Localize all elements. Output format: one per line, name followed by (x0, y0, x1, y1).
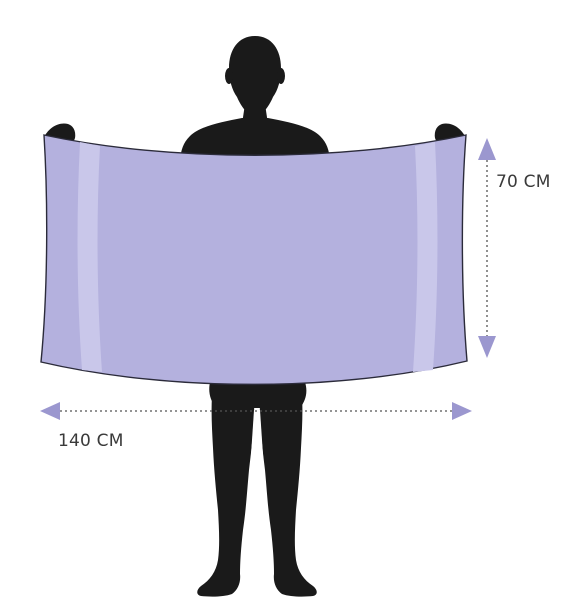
left-leg (197, 396, 255, 597)
towel-body (40, 134, 468, 386)
towel-left-stripe (77, 142, 102, 372)
left-ear (225, 68, 233, 84)
shoulders (180, 118, 330, 160)
leg-gap (248, 410, 266, 500)
height-arrow-down-icon (478, 336, 496, 358)
width-arrow-right-icon (452, 402, 472, 420)
head (229, 36, 281, 113)
right-leg (259, 396, 317, 597)
width-label: 140 CM (58, 431, 124, 451)
right-ear (277, 68, 285, 84)
height-dimension (478, 138, 496, 358)
width-arrow-left-icon (40, 402, 60, 420)
height-label: 70 CM (496, 172, 551, 192)
towel (40, 134, 468, 386)
height-arrow-up-icon (478, 138, 496, 160)
towel-right-stripe (413, 142, 438, 372)
width-dimension (40, 402, 472, 420)
